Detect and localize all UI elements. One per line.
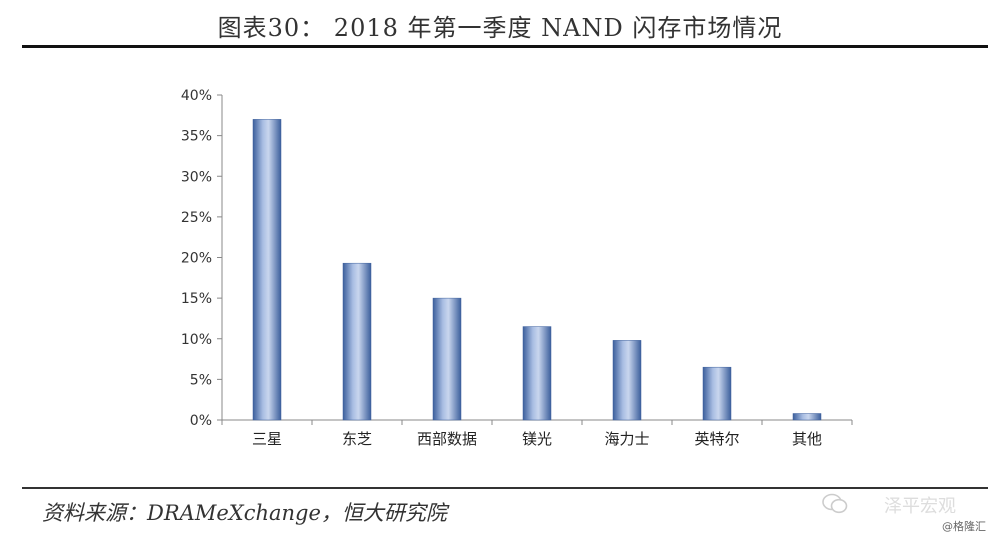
y-tick-label: 20% — [181, 251, 212, 267]
y-tick-label: 15% — [181, 291, 212, 307]
x-tick-label: 英特尔 — [694, 430, 739, 448]
x-tick-label: 西部数据 — [417, 430, 477, 448]
y-tick-label: 25% — [181, 210, 212, 226]
watermark-brand: 泽平宏观 — [884, 496, 956, 517]
bar — [252, 119, 282, 421]
y-tick-label: 5% — [190, 372, 212, 388]
bar — [342, 262, 372, 421]
x-tick-label: 其他 — [792, 430, 822, 448]
x-tick-label: 三星 — [252, 430, 282, 448]
chart-title: 图表30： 2018 年第一季度 NAND 闪存市场情况 — [217, 14, 783, 42]
bar — [702, 366, 732, 421]
y-tick-label: 10% — [181, 332, 212, 348]
y-tick-label: 0% — [190, 413, 212, 429]
bar — [522, 326, 552, 421]
x-tick-label: 东芝 — [342, 430, 372, 448]
source-note: 资料来源：DRAMeXchange，恒大研究院 — [42, 501, 447, 525]
bar — [612, 340, 642, 421]
watermark-handle: @格隆汇 — [942, 520, 986, 533]
x-tick-label: 镁光 — [522, 430, 552, 448]
title-divider — [22, 45, 988, 48]
x-tick-label: 海力士 — [604, 430, 649, 448]
y-tick-label: 30% — [181, 169, 212, 185]
y-tick-label: 35% — [181, 129, 212, 145]
bar — [432, 297, 462, 421]
bar — [792, 413, 822, 421]
wechat-icon — [822, 493, 848, 514]
footer-divider — [22, 487, 988, 489]
y-tick-label: 40% — [181, 88, 212, 104]
